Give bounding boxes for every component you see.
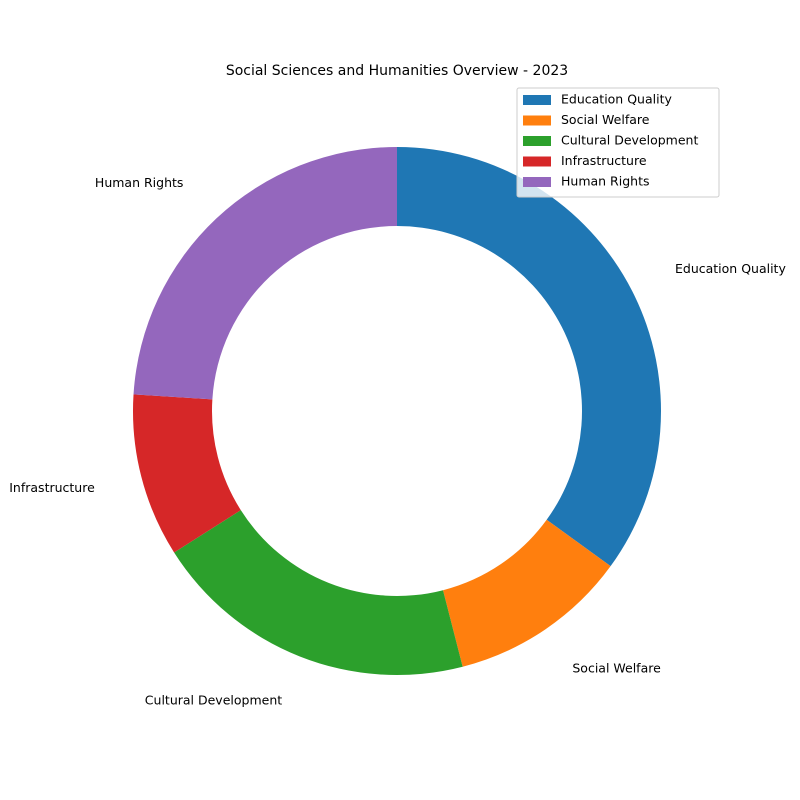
slice-label-cultural-development: Cultural Development (145, 693, 282, 708)
legend-label-social-welfare: Social Welfare (561, 112, 650, 127)
slice-labels-group: Education Quality Social Welfare Cultural … (9, 175, 786, 708)
slice-label-education-quality: Education Quality (675, 261, 786, 276)
legend-label-human-rights: Human Rights (561, 174, 649, 189)
slice-label-infrastructure: Infrastructure (9, 480, 95, 495)
slice-human-rights (133, 147, 398, 400)
slice-education-quality (397, 147, 661, 567)
legend-label-infrastructure: Infrastructure (561, 153, 647, 168)
slice-infrastructure (133, 394, 241, 553)
slices-group (133, 147, 661, 675)
legend-swatch-social-welfare (523, 115, 551, 126)
slice-cultural-development (174, 510, 463, 675)
legend-swatch-education-quality (523, 95, 551, 105)
legend-label-cultural-development: Cultural Development (561, 133, 698, 148)
legend-swatch-infrastructure (523, 156, 551, 167)
slice-social-welfare (443, 519, 611, 667)
legend-label-education-quality: Education Quality (561, 92, 672, 107)
slice-label-human-rights: Human Rights (95, 175, 183, 190)
chart-title: Social Sciences and Humanities Overview … (226, 63, 568, 79)
legend-frame (516, 87, 720, 198)
legend-swatch-cultural-development (523, 136, 551, 146)
legend: Education Quality Social Welfare Cultural … (516, 87, 720, 198)
legend-swatch-human-rights (523, 177, 551, 187)
slice-label-social-welfare: Social Welfare (572, 661, 661, 676)
